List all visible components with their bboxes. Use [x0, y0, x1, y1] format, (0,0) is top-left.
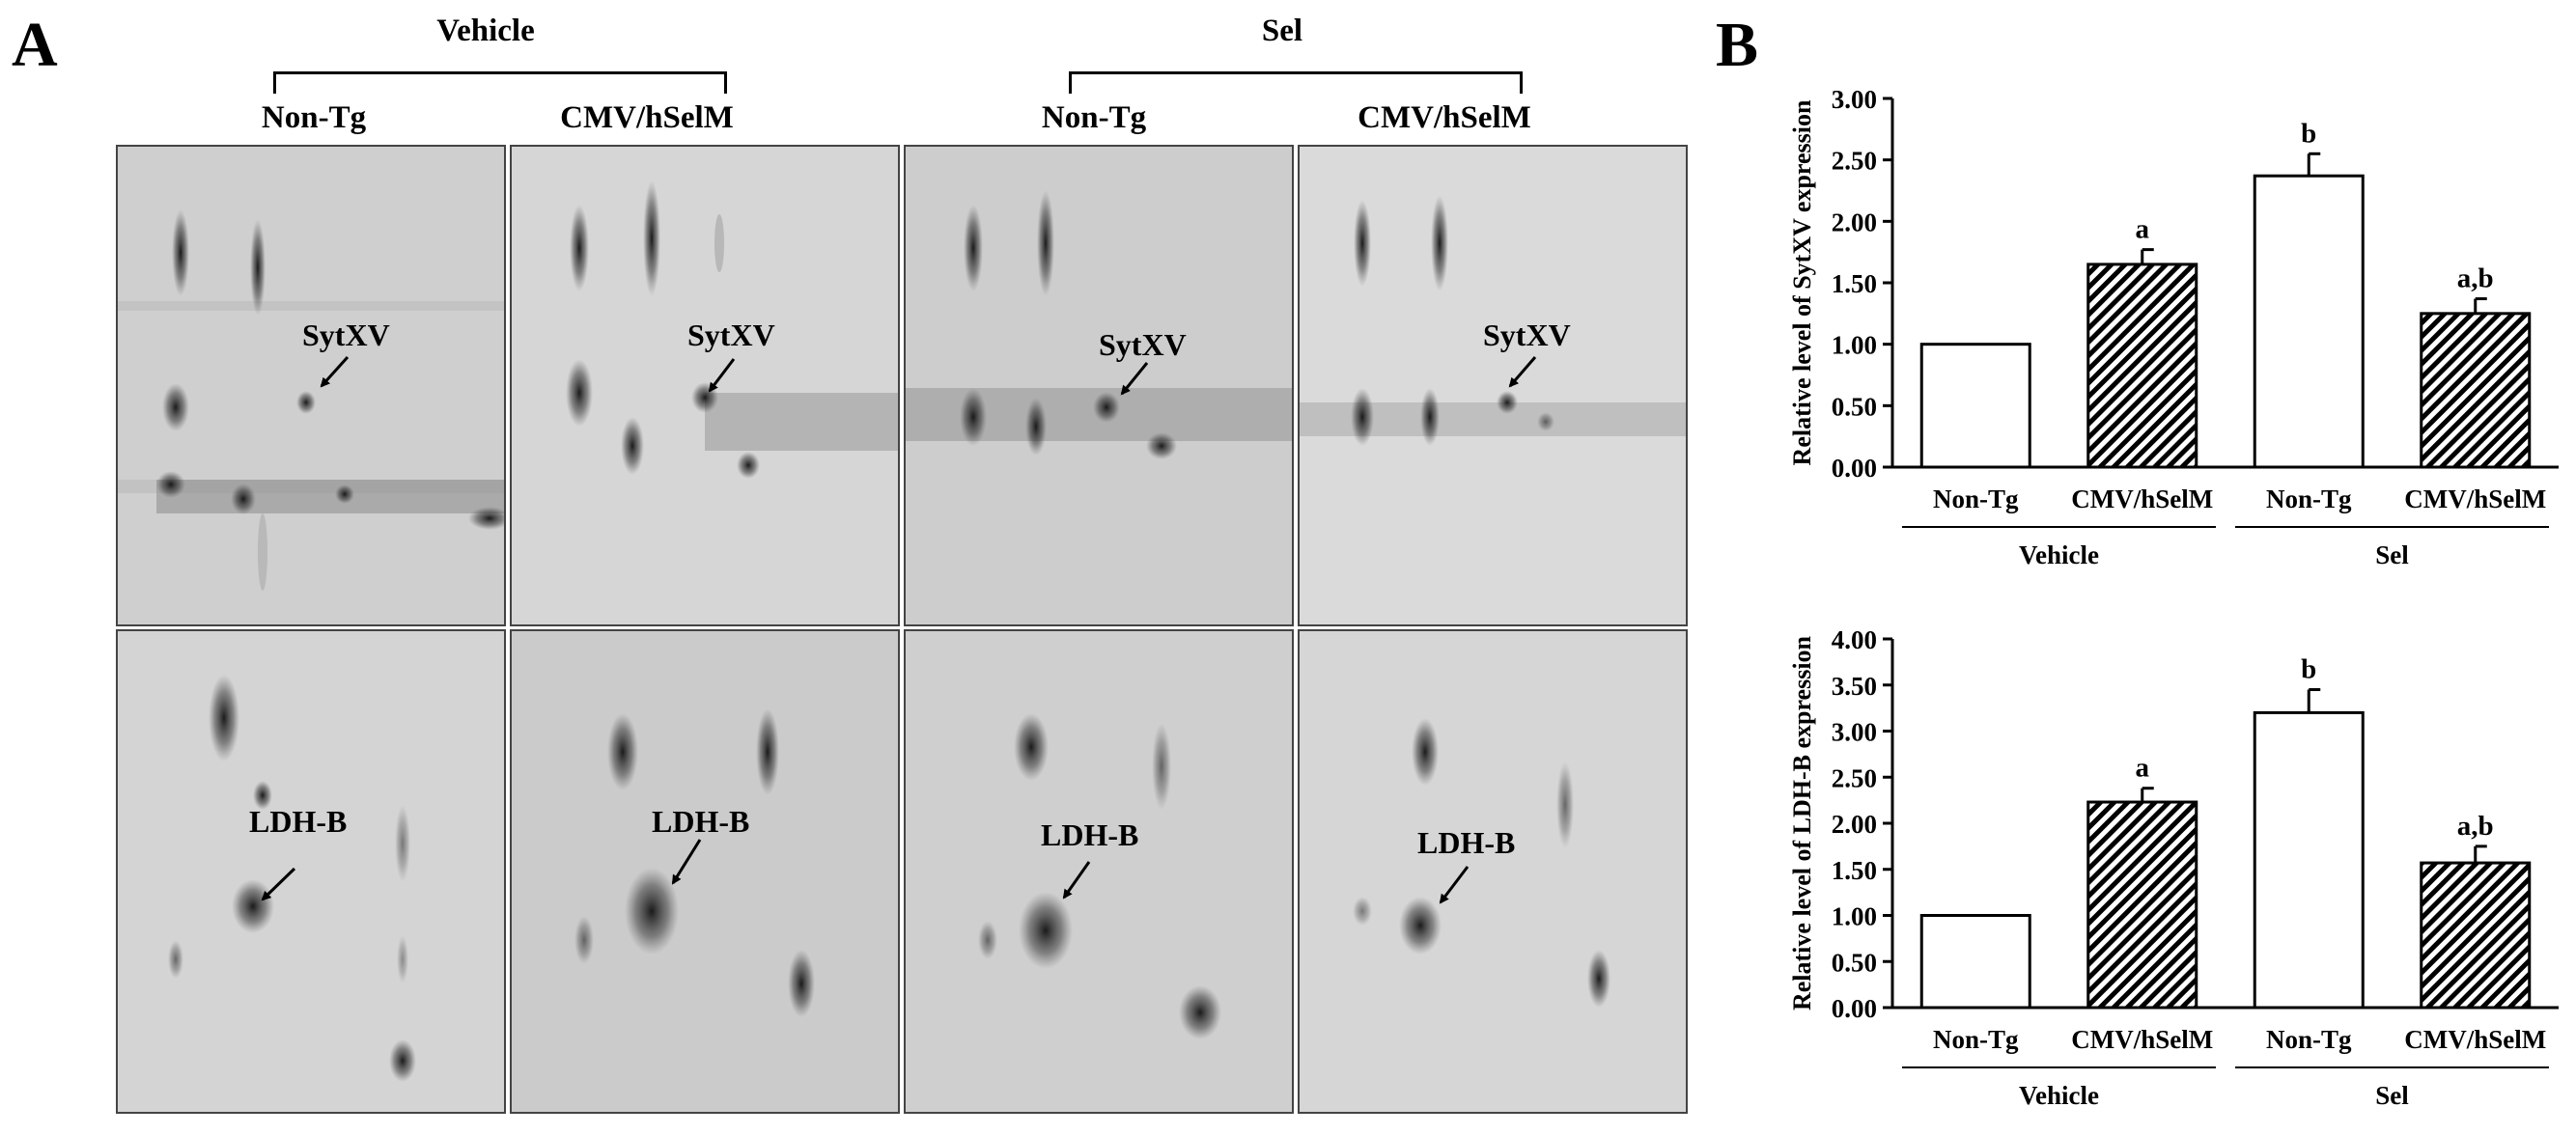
group-label-vehicle: Vehicle: [436, 14, 535, 48]
y-tick-label: 3.50: [1832, 672, 1877, 701]
group-label-sel: Sel: [1261, 14, 1303, 48]
y-tick-label: 3.00: [1832, 718, 1877, 747]
arrow-sytxv-1: [320, 355, 350, 388]
y-axis-label: Relative level of SytXV expression: [1788, 99, 1816, 465]
panel-a-letter: A: [12, 10, 58, 80]
significance-label: a: [2136, 753, 2150, 784]
y-tick-label: 2.00: [1832, 208, 1877, 236]
category-label: Non-Tg: [1933, 1025, 2019, 1054]
spot-label-sytxv-1: SytXV: [302, 318, 390, 352]
gel-ldhb-vehicle-nontg: [116, 629, 506, 1114]
bar: [2420, 312, 2532, 469]
significance-label: b: [2301, 654, 2316, 685]
bar: [2420, 861, 2532, 1010]
y-tick-label: 1.00: [1832, 331, 1877, 360]
arrow-ldhb-3: [1062, 861, 1091, 900]
spot-label-ldhb-3: LDH-B: [1041, 817, 1138, 852]
category-label: CMV/hSelM: [2071, 1025, 2213, 1054]
gel-sytxv-sel-nontg: [904, 145, 1294, 626]
significance-label: a,b: [2457, 811, 2494, 842]
category-label: Non-Tg: [2266, 484, 2352, 513]
bar: [2086, 263, 2198, 469]
arrow-ldhb-1: [261, 867, 296, 901]
group-label: Sel: [2375, 540, 2409, 569]
spot-label-sytxv-2: SytXV: [687, 318, 775, 352]
y-tick-label: 0.00: [1832, 454, 1877, 483]
bar: [2253, 174, 2365, 469]
y-tick-label: 2.50: [1832, 147, 1877, 176]
spot-label-sytxv-4: SytXV: [1483, 318, 1571, 352]
gel-sytxv-vehicle-cmv: [510, 145, 900, 626]
group-label: Sel: [2375, 1081, 2409, 1110]
arrow-sytxv-2: [708, 358, 736, 393]
y-axis-label: Relative level of LDH-B expression: [1788, 635, 1816, 1010]
group-bracket-vehicle: [273, 71, 727, 94]
significance-label: a,b: [2457, 263, 2494, 294]
arrow-ldhb-2: [671, 839, 702, 885]
spot-label-ldhb-4: LDH-B: [1417, 825, 1515, 860]
sub-label-vehicle-nontg: Non-Tg: [261, 100, 367, 135]
bar: [1919, 343, 2031, 469]
gel-ldhb-sel-cmv: [1298, 629, 1688, 1114]
gel-sytxv-vehicle-nontg: [116, 145, 506, 626]
group-bracket-sel: [1069, 71, 1523, 94]
category-label: CMV/hSelM: [2071, 484, 2213, 513]
arrow-sytxv-3: [1120, 362, 1149, 396]
bar: [2253, 710, 2365, 1010]
y-tick-label: 3.00: [1832, 85, 1877, 114]
gel-sytxv-sel-cmv: [1298, 145, 1688, 626]
gel-annotations: SytXV SytXV SytXV SytXV LDH-B LDH-B LDH-…: [249, 318, 1571, 904]
sub-label-sel-nontg: Non-Tg: [1041, 100, 1147, 135]
y-tick-label: 4.00: [1832, 625, 1877, 654]
y-tick-label: 0.00: [1832, 994, 1877, 1023]
y-tick-label: 0.50: [1832, 948, 1877, 977]
sub-label-vehicle-cmv: CMV/hSelM: [560, 100, 734, 135]
panel-b-letter: B: [1716, 10, 1759, 80]
significance-label: a: [2136, 214, 2150, 245]
chart-ldhb: 0.00 0.50 1.00 1.50 2.00 2.50 3.00 3.50 4.00 Rela…: [1777, 618, 2568, 1120]
spot-label-ldhb-2: LDH-B: [652, 804, 749, 839]
y-tick-label: 1.00: [1832, 902, 1877, 931]
category-label: CMV/hSelM: [2404, 484, 2546, 513]
category-label: Non-Tg: [1933, 484, 2019, 513]
y-tick-label: 1.50: [1832, 856, 1877, 885]
category-label: Non-Tg: [2266, 1025, 2352, 1054]
gel-ldhb-sel-nontg: [904, 629, 1294, 1114]
arrow-sytxv-4: [1508, 356, 1537, 388]
significance-label: b: [2301, 118, 2316, 149]
y-tick-label: 2.50: [1832, 763, 1877, 792]
bar: [2086, 800, 2198, 1010]
group-label: Vehicle: [2019, 1081, 2099, 1110]
group-label: Vehicle: [2019, 540, 2099, 569]
chart-sytxv: 0.00 0.50 1.00 1.50 2.00 2.50 3.00 Relative lev…: [1777, 77, 2568, 579]
category-label: CMV/hSelM: [2404, 1025, 2546, 1054]
bar: [1919, 914, 2031, 1010]
spot-label-ldhb-1: LDH-B: [249, 804, 347, 839]
arrow-ldhb-4: [1439, 866, 1470, 904]
spot-label-sytxv-3: SytXV: [1099, 327, 1187, 362]
y-tick-label: 0.50: [1832, 392, 1877, 421]
sub-label-sel-cmv: CMV/hSelM: [1358, 100, 1531, 135]
gel-ldhb-vehicle-cmv: [510, 629, 900, 1114]
y-tick-label: 1.50: [1832, 269, 1877, 298]
y-tick-label: 2.00: [1832, 810, 1877, 839]
